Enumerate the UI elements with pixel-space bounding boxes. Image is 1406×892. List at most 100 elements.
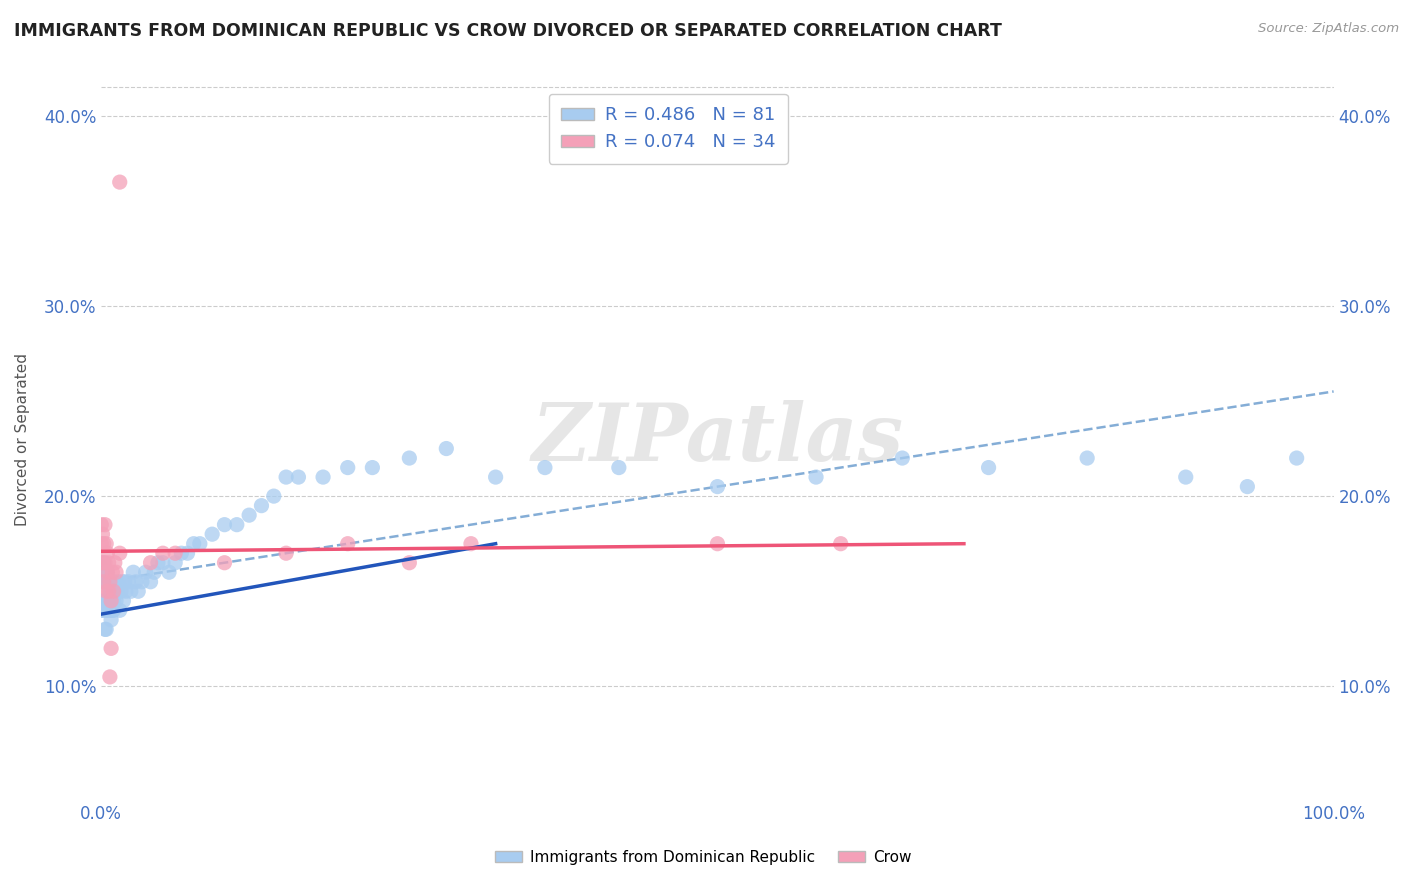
Point	[96, 594, 118, 608]
Point	[104, 584, 127, 599]
Point	[110, 584, 132, 599]
Point	[117, 574, 139, 589]
Text: Source: ZipAtlas.com: Source: ZipAtlas.com	[1258, 22, 1399, 36]
Point	[274, 546, 297, 560]
Point	[122, 566, 145, 580]
Point	[143, 566, 166, 580]
Point	[91, 574, 114, 589]
Point	[103, 594, 125, 608]
Point	[96, 546, 118, 560]
Point	[108, 603, 131, 617]
Point	[97, 594, 120, 608]
Point	[165, 546, 187, 560]
Point	[274, 470, 297, 484]
Point	[176, 546, 198, 560]
Point	[977, 460, 1000, 475]
Point	[90, 517, 112, 532]
Point	[100, 613, 122, 627]
Point	[101, 566, 124, 580]
Point	[165, 556, 187, 570]
Point	[96, 574, 118, 589]
Point	[107, 574, 129, 589]
Point	[238, 508, 260, 523]
Point	[96, 603, 118, 617]
Point	[93, 537, 115, 551]
Point	[135, 566, 157, 580]
Point	[100, 584, 122, 599]
Point	[152, 546, 174, 560]
Point	[96, 623, 118, 637]
Point	[98, 584, 121, 599]
Point	[607, 460, 630, 475]
Y-axis label: Divorced or Separated: Divorced or Separated	[15, 352, 30, 525]
Point	[263, 489, 285, 503]
Point	[214, 517, 236, 532]
Point	[96, 566, 118, 580]
Point	[97, 556, 120, 570]
Legend: R = 0.486   N = 81, R = 0.074   N = 34: R = 0.486 N = 81, R = 0.074 N = 34	[548, 94, 787, 164]
Point	[97, 574, 120, 589]
Point	[98, 574, 121, 589]
Point	[101, 574, 124, 589]
Point	[127, 584, 149, 599]
Point	[100, 594, 122, 608]
Point	[146, 556, 169, 570]
Point	[90, 556, 112, 570]
Point	[93, 574, 115, 589]
Point	[93, 574, 115, 589]
Point	[1285, 451, 1308, 466]
Point	[336, 460, 359, 475]
Point	[139, 574, 162, 589]
Point	[94, 517, 117, 532]
Point	[96, 566, 118, 580]
Point	[125, 574, 148, 589]
Point	[98, 670, 121, 684]
Point	[398, 556, 420, 570]
Point	[1076, 451, 1098, 466]
Point	[1236, 480, 1258, 494]
Point	[93, 556, 115, 570]
Point	[96, 537, 118, 551]
Text: ZIPatlas: ZIPatlas	[531, 401, 904, 478]
Point	[103, 574, 125, 589]
Point	[434, 442, 457, 456]
Point	[98, 603, 121, 617]
Point	[91, 527, 114, 541]
Point	[91, 566, 114, 580]
Point	[1174, 470, 1197, 484]
Point	[105, 584, 128, 599]
Point	[103, 584, 125, 599]
Point	[100, 641, 122, 656]
Point	[706, 537, 728, 551]
Point	[534, 460, 557, 475]
Point	[225, 517, 247, 532]
Point	[484, 470, 506, 484]
Point	[287, 470, 309, 484]
Point	[891, 451, 914, 466]
Point	[250, 499, 273, 513]
Point	[152, 556, 174, 570]
Point	[94, 574, 117, 589]
Point	[361, 460, 384, 475]
Point	[90, 603, 112, 617]
Point	[115, 584, 138, 599]
Point	[93, 603, 115, 617]
Point	[201, 527, 224, 541]
Point	[139, 556, 162, 570]
Point	[183, 537, 205, 551]
Point	[120, 584, 142, 599]
Point	[108, 175, 131, 189]
Point	[96, 574, 118, 589]
Point	[188, 537, 211, 551]
Point	[157, 566, 180, 580]
Point	[90, 574, 112, 589]
Point	[90, 537, 112, 551]
Point	[94, 556, 117, 570]
Point	[114, 574, 136, 589]
Point	[108, 546, 131, 560]
Point	[170, 546, 193, 560]
Point	[112, 594, 135, 608]
Text: IMMIGRANTS FROM DOMINICAN REPUBLIC VS CROW DIVORCED OR SEPARATED CORRELATION CHA: IMMIGRANTS FROM DOMINICAN REPUBLIC VS CR…	[14, 22, 1002, 40]
Legend: Immigrants from Dominican Republic, Crow: Immigrants from Dominican Republic, Crow	[488, 844, 918, 871]
Point	[105, 594, 128, 608]
